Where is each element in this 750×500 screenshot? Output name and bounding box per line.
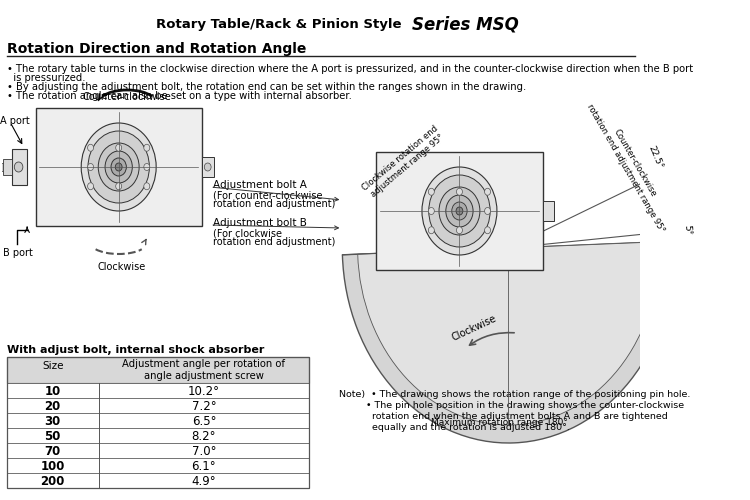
Circle shape — [422, 167, 497, 255]
Text: Counter-clockwise
rotation end adjustment range 95°: Counter-clockwise rotation end adjustmen… — [585, 97, 675, 234]
Text: Clockwise rotation end
adjustment range 95°: Clockwise rotation end adjustment range … — [361, 124, 447, 200]
Bar — [7, 357, 309, 488]
Text: 30: 30 — [44, 415, 61, 428]
Text: Maximum rotation range 180°: Maximum rotation range 180° — [431, 418, 568, 427]
Text: Series MSQ: Series MSQ — [413, 16, 519, 34]
Circle shape — [144, 182, 150, 190]
Circle shape — [446, 195, 473, 227]
Text: 8.2°: 8.2° — [192, 430, 216, 443]
Text: rotation end adjustment): rotation end adjustment) — [213, 237, 335, 247]
Text: is pressurized.: is pressurized. — [7, 73, 86, 83]
Circle shape — [116, 182, 122, 190]
Text: 7.2°: 7.2° — [191, 400, 216, 413]
Circle shape — [144, 144, 150, 151]
Text: (For counter-clockwise: (For counter-clockwise — [213, 190, 322, 200]
Circle shape — [439, 187, 480, 235]
Text: 10.2°: 10.2° — [188, 385, 220, 398]
Circle shape — [116, 144, 122, 151]
Circle shape — [457, 188, 463, 195]
Text: Clockwise: Clockwise — [98, 262, 146, 272]
Text: 7.0°: 7.0° — [192, 445, 216, 458]
Circle shape — [456, 207, 463, 215]
Text: 20: 20 — [44, 400, 61, 413]
Circle shape — [484, 208, 490, 214]
Text: Size: Size — [42, 361, 64, 371]
Circle shape — [457, 227, 463, 234]
Text: Adjustment bolt A: Adjustment bolt A — [213, 180, 307, 190]
Text: 10: 10 — [44, 385, 61, 398]
Bar — [542, 201, 554, 221]
Text: (For clockwise: (For clockwise — [213, 228, 282, 238]
Text: 200: 200 — [40, 475, 64, 488]
Bar — [3, 159, 12, 175]
Text: 4.9°: 4.9° — [191, 475, 216, 488]
Bar — [7, 413, 309, 428]
Circle shape — [429, 175, 490, 247]
Circle shape — [14, 162, 22, 172]
Text: Rotary Table/Rack & Pinion Style: Rotary Table/Rack & Pinion Style — [156, 18, 410, 31]
Bar — [12, 149, 27, 185]
Bar — [36, 108, 202, 226]
Bar — [7, 458, 309, 473]
Text: equally and the rotation is adjusted 180°.: equally and the rotation is adjusted 180… — [339, 423, 570, 432]
Bar — [7, 443, 309, 458]
Bar — [7, 473, 309, 488]
Text: 5°: 5° — [682, 225, 692, 236]
Text: 6.1°: 6.1° — [191, 460, 216, 473]
Text: Positioning pin hole: Positioning pin hole — [0, 499, 1, 500]
Text: With adjust bolt, internal shock absorber: With adjust bolt, internal shock absorbe… — [7, 345, 264, 355]
Text: • The rotation angle can also be set on a type with internal absorber.: • The rotation angle can also be set on … — [7, 91, 352, 101]
Circle shape — [428, 188, 434, 195]
Text: 6.5°: 6.5° — [192, 415, 216, 428]
Circle shape — [88, 164, 94, 170]
Text: 70: 70 — [44, 445, 61, 458]
Circle shape — [88, 182, 94, 190]
Circle shape — [428, 227, 434, 234]
Circle shape — [88, 144, 94, 151]
Text: Note)  • The drawing shows the rotation range of the positioning pin hole.: Note) • The drawing shows the rotation r… — [339, 390, 690, 399]
Circle shape — [105, 151, 132, 183]
Circle shape — [484, 188, 490, 195]
Text: rotation end adjustment): rotation end adjustment) — [213, 199, 335, 209]
Text: A port: A port — [0, 116, 29, 126]
Circle shape — [204, 163, 211, 171]
Circle shape — [98, 143, 140, 191]
Circle shape — [666, 228, 673, 235]
Text: Clockwise: Clockwise — [451, 314, 498, 342]
Text: B port: B port — [3, 248, 33, 258]
Circle shape — [111, 158, 126, 176]
Bar — [7, 383, 309, 398]
Text: 100: 100 — [40, 460, 64, 473]
Bar — [7, 357, 309, 383]
Text: 22.5°: 22.5° — [646, 144, 664, 171]
Wedge shape — [358, 242, 659, 425]
Circle shape — [484, 227, 490, 234]
Circle shape — [88, 131, 149, 203]
Text: Counter-clockwise: Counter-clockwise — [82, 92, 172, 102]
Circle shape — [428, 208, 434, 214]
Bar — [0, 163, 3, 171]
Text: Adjustment angle per rotation of
angle adjustment screw: Adjustment angle per rotation of angle a… — [122, 359, 286, 380]
Text: 50: 50 — [44, 430, 61, 443]
Bar — [202, 157, 214, 177]
Circle shape — [452, 202, 467, 220]
Text: rotation end when the adjustment bolts A and B are tightened: rotation end when the adjustment bolts A… — [339, 412, 668, 421]
Bar — [7, 428, 309, 443]
Wedge shape — [343, 241, 674, 443]
Text: Rotation Direction and Rotation Angle: Rotation Direction and Rotation Angle — [7, 42, 306, 56]
Circle shape — [144, 164, 150, 170]
Text: • By adjusting the adjustment bolt, the rotation end can be set within the range: • By adjusting the adjustment bolt, the … — [7, 82, 526, 92]
Text: Adjustment bolt B: Adjustment bolt B — [213, 218, 307, 228]
Text: • The rotary table turns in the clockwise direction where the A port is pressuri: • The rotary table turns in the clockwis… — [7, 64, 693, 74]
Circle shape — [116, 163, 122, 171]
Bar — [7, 398, 309, 413]
Text: • The pin hole position in the drawing shows the counter-clockwise: • The pin hole position in the drawing s… — [339, 401, 684, 410]
Circle shape — [81, 123, 156, 211]
Bar — [376, 152, 542, 270]
